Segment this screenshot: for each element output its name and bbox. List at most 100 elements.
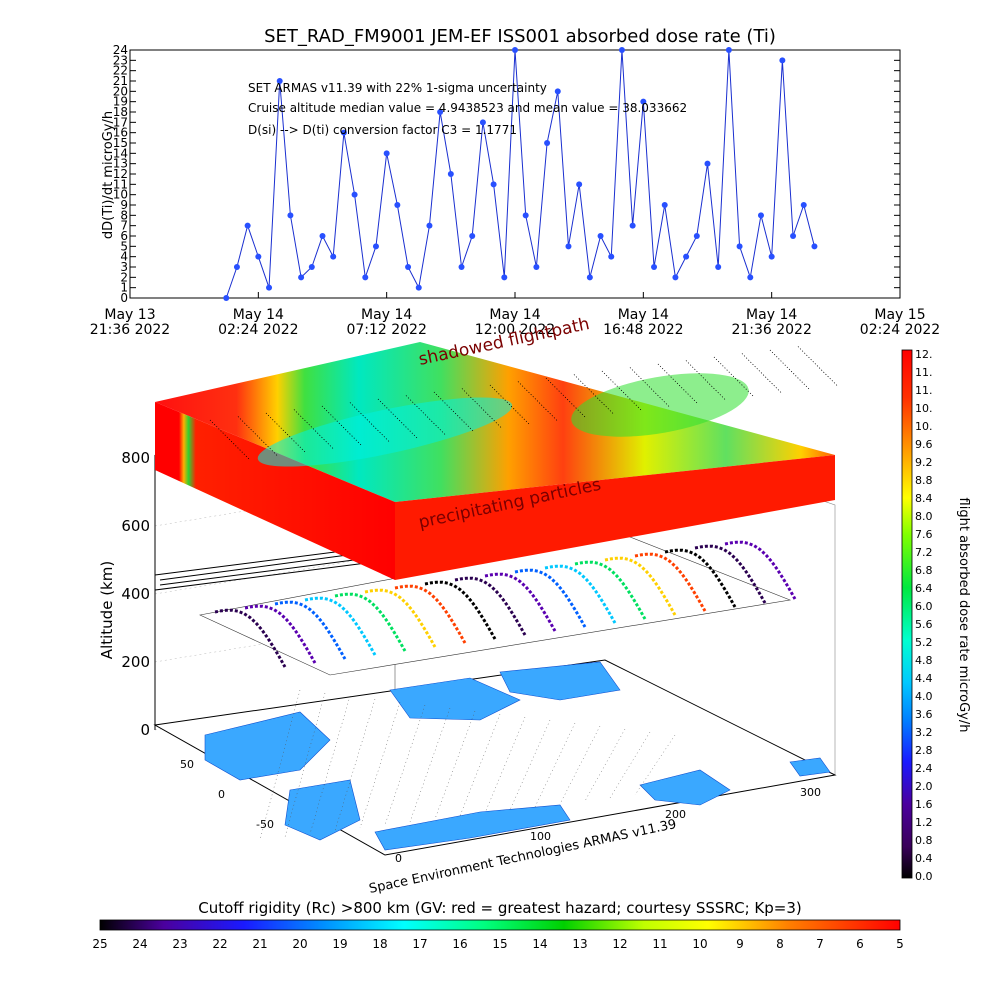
dose-rate-point xyxy=(372,243,379,250)
map-lon-label: 200 xyxy=(665,808,686,821)
x-tick-date: May 15 xyxy=(874,307,925,323)
y-tick-label: 0 xyxy=(120,291,128,305)
cutoff-tick-label: 7 xyxy=(816,937,824,951)
slab-track-line xyxy=(405,395,447,436)
slab-track-line xyxy=(489,384,531,426)
y-tick-label: 14 xyxy=(113,146,128,160)
dose-rate-point xyxy=(597,233,604,239)
x-tick-time: 16:48 2022 xyxy=(603,322,683,338)
orbit-segment xyxy=(484,572,557,632)
y-tick-label: 19 xyxy=(113,95,128,109)
orbit-segment xyxy=(724,540,797,600)
slab-track-line xyxy=(237,416,279,457)
dose-rate-point xyxy=(661,202,668,208)
cutoff-tick-label: 19 xyxy=(332,937,347,951)
dose-rate-point xyxy=(501,274,508,281)
slab-track-line xyxy=(657,363,699,405)
map-ground-track xyxy=(609,731,651,799)
x-tick-date: May 14 xyxy=(233,307,284,323)
y-tick-label: 16 xyxy=(113,126,128,140)
dose-rate-point xyxy=(790,233,797,239)
world-map xyxy=(204,661,831,851)
orbit-segment xyxy=(274,600,347,660)
landmass xyxy=(499,661,621,701)
cutoff-tick-label: 13 xyxy=(572,937,587,951)
dose-rate-point xyxy=(512,47,518,53)
colorbar-tick-label: 3.2 xyxy=(915,726,933,739)
colorbar-tick-label: 4.4 xyxy=(915,672,933,685)
cutoff-tick-label: 5 xyxy=(896,937,904,951)
cutoff-tick-label: 16 xyxy=(452,937,467,951)
colorbar-tick-label: 0.4 xyxy=(915,852,933,865)
shadow-track-line xyxy=(159,555,386,586)
landmass xyxy=(789,757,831,777)
dose-rate-point xyxy=(640,98,647,105)
dose-rate-point xyxy=(544,140,551,146)
slab-track-line xyxy=(321,405,363,447)
dose-rate-point xyxy=(244,222,251,229)
colorbar-tick-label: 5.6 xyxy=(915,618,933,631)
y-tick-label: 10 xyxy=(113,188,128,202)
dose-rate-point xyxy=(629,222,636,229)
cutoff-tick-label: 23 xyxy=(172,937,187,951)
altitude-tick-label: 400 xyxy=(121,585,150,603)
dose-rate-point xyxy=(362,274,369,281)
colorbar-tick-label: 1.2 xyxy=(915,816,933,829)
y-tick-label: 13 xyxy=(113,157,128,171)
colorbar-tick-label: 10. xyxy=(915,420,933,433)
cutoff-tick-label: 22 xyxy=(212,937,227,951)
annotation-1: SET ARMAS v11.39 with 22% 1-sigma uncert… xyxy=(248,81,547,95)
x-tick-date: May 13 xyxy=(104,307,155,323)
dose-rate-point xyxy=(651,264,658,270)
dose-rate-line xyxy=(225,49,815,299)
map-lon-label: 100 xyxy=(530,830,551,843)
x-tick-date: May 14 xyxy=(361,307,412,323)
y-tick-label: 20 xyxy=(113,84,128,98)
altitude-tick-label: 0 xyxy=(140,721,150,739)
y-tick-label: 2 xyxy=(120,270,128,284)
dose-rate-point xyxy=(469,233,476,239)
dose-rate-point xyxy=(415,284,422,291)
orbit-segment xyxy=(394,584,467,644)
cutoff-tick-label: 8 xyxy=(776,937,784,951)
map-lat-label: 50 xyxy=(180,758,194,771)
orbit-segment xyxy=(454,576,527,636)
orbit-track xyxy=(214,540,797,668)
slab-track-line xyxy=(741,353,783,394)
colorbar-tick-label: 1.6 xyxy=(915,798,933,811)
slab-track-line xyxy=(377,398,419,440)
slab-track-line xyxy=(573,374,615,415)
dose-rate-point xyxy=(437,109,444,115)
dose-rate-point xyxy=(426,222,433,229)
cutoff-title: Cutoff rigidity (Rc) >800 km (GV: red = … xyxy=(198,899,801,917)
orbit-segment xyxy=(334,592,407,652)
x-tick-time: 21:36 2022 xyxy=(90,322,170,338)
map-ground-track xyxy=(634,734,676,796)
cutoff-tick-label: 20 xyxy=(292,937,307,951)
dose-rate-point xyxy=(447,171,454,177)
x-tick-time: 07:12 2022 xyxy=(346,322,426,338)
orbit-segment xyxy=(544,564,617,624)
dose-rate-point xyxy=(255,253,262,260)
dose-rate-point xyxy=(458,264,465,270)
dose-rate-point xyxy=(586,274,593,281)
altitude-tick-label: 600 xyxy=(121,517,150,535)
dose-rate-point xyxy=(276,78,283,84)
slab-track-line xyxy=(349,402,391,443)
cutoff-tick-label: 6 xyxy=(856,937,864,951)
dose-colorbar xyxy=(901,349,913,879)
slab-cyan-region xyxy=(257,397,513,467)
dose-rate-point xyxy=(405,264,412,270)
y-tick-label: 3 xyxy=(120,260,128,274)
dose-rate-point xyxy=(383,150,390,157)
dose-rate-point xyxy=(394,202,401,208)
dose-rate-point xyxy=(479,119,486,126)
slab-track-line xyxy=(545,377,587,419)
x-tick-time: 02:24 2022 xyxy=(218,322,298,338)
y-tick-label: 22 xyxy=(113,64,128,78)
colorbar-tick-label: 8.4 xyxy=(915,492,933,505)
x-tick-date: May 14 xyxy=(746,307,797,323)
dose-rate-point xyxy=(779,57,786,64)
colorbar-tick-label: 9.6 xyxy=(915,438,933,451)
